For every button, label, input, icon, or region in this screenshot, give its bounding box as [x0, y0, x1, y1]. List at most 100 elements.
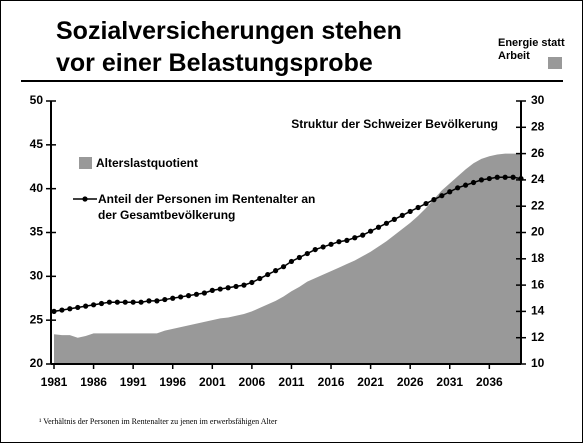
point — [130, 299, 136, 305]
x-tick-label: 2036 — [476, 375, 503, 389]
point — [217, 286, 223, 292]
x-tick-label: 2031 — [436, 375, 463, 389]
point — [114, 299, 120, 305]
y2-tick-label: 10 — [531, 356, 545, 370]
y-tick-label: 35 — [30, 225, 44, 239]
y2-tick-label: 24 — [531, 172, 545, 186]
point — [328, 241, 334, 247]
x-tick-label: 2001 — [199, 375, 226, 389]
y-tick-label: 25 — [30, 312, 44, 326]
legend-swatch — [79, 157, 92, 169]
point — [241, 282, 247, 288]
point — [486, 175, 492, 182]
y2-tick-label: 16 — [531, 277, 545, 291]
annotation: Struktur der Schweizer Bevölkerung — [291, 117, 498, 131]
point — [249, 279, 255, 286]
point — [296, 254, 302, 261]
point — [447, 189, 453, 195]
footnote: ¹ Verhältnis der Personen im Rentenalter… — [39, 417, 278, 426]
point — [502, 174, 508, 180]
point — [209, 287, 215, 293]
point — [185, 293, 192, 299]
y2-tick-label: 26 — [531, 146, 545, 160]
y2-tick-label: 30 — [531, 93, 545, 107]
x-tick-label: 1986 — [80, 375, 107, 389]
point — [510, 174, 516, 180]
x-tick-label: 2006 — [239, 375, 266, 389]
x-tick-label: 2011 — [278, 375, 304, 389]
logo-text: Energie statt Arbeit — [498, 37, 565, 62]
point — [431, 197, 437, 203]
point — [288, 258, 295, 265]
point — [399, 212, 405, 219]
y2-tick-label: 28 — [531, 119, 545, 133]
legend-swatch — [82, 196, 88, 202]
point — [90, 302, 97, 308]
point — [201, 290, 207, 296]
area — [54, 153, 521, 364]
point — [178, 294, 184, 300]
point — [344, 237, 350, 243]
point — [193, 291, 200, 297]
point — [312, 246, 318, 253]
point — [59, 307, 65, 313]
point — [83, 303, 89, 309]
legend-label: Alterslastquotient — [96, 156, 199, 170]
point — [352, 235, 358, 241]
x-tick-label: 2026 — [397, 375, 424, 389]
title-line: Sozialversicherungen stehen — [56, 17, 402, 45]
point — [122, 299, 128, 305]
point — [265, 271, 271, 278]
x-tick-label: 1996 — [159, 375, 186, 389]
point — [383, 220, 390, 226]
point — [106, 299, 113, 305]
x-tick-label: 1991 — [120, 375, 147, 389]
point — [368, 228, 374, 234]
point — [462, 182, 469, 188]
point — [336, 239, 342, 245]
point — [98, 300, 105, 307]
point — [146, 298, 152, 304]
point — [51, 308, 57, 314]
point — [75, 304, 81, 311]
y-tick-label: 30 — [30, 269, 44, 283]
point — [375, 224, 382, 230]
point — [162, 296, 168, 303]
point — [478, 177, 485, 183]
point — [67, 306, 73, 312]
point — [170, 295, 176, 301]
point — [415, 204, 421, 211]
x-tick-label: 2021 — [357, 375, 384, 389]
y-tick-label: 20 — [30, 356, 44, 370]
point — [360, 232, 366, 238]
point — [494, 174, 500, 180]
point — [423, 200, 429, 207]
point — [391, 216, 397, 222]
point — [320, 244, 326, 250]
y2-tick-label: 14 — [531, 304, 545, 318]
y2-tick-label: 22 — [531, 198, 545, 212]
y-tick-label: 40 — [30, 181, 44, 195]
point — [138, 299, 144, 305]
point — [233, 283, 239, 290]
point — [225, 285, 231, 291]
logo-mark — [548, 57, 562, 69]
x-tick-label: 1981 — [41, 375, 68, 389]
y-tick-label: 50 — [30, 93, 44, 107]
point — [273, 268, 279, 274]
y2-tick-label: 20 — [531, 225, 545, 239]
point — [455, 185, 461, 191]
point — [257, 275, 263, 282]
y2-tick-label: 12 — [531, 330, 545, 344]
point — [439, 193, 445, 199]
point — [407, 208, 413, 215]
point — [280, 264, 287, 270]
point — [304, 250, 310, 257]
point — [154, 298, 160, 304]
y-tick-label: 45 — [30, 137, 44, 151]
x-tick-label: 2016 — [318, 375, 345, 389]
y2-tick-label: 18 — [531, 251, 545, 265]
legend-label: Anteil der Personen im Rentenalter an de… — [98, 192, 316, 222]
